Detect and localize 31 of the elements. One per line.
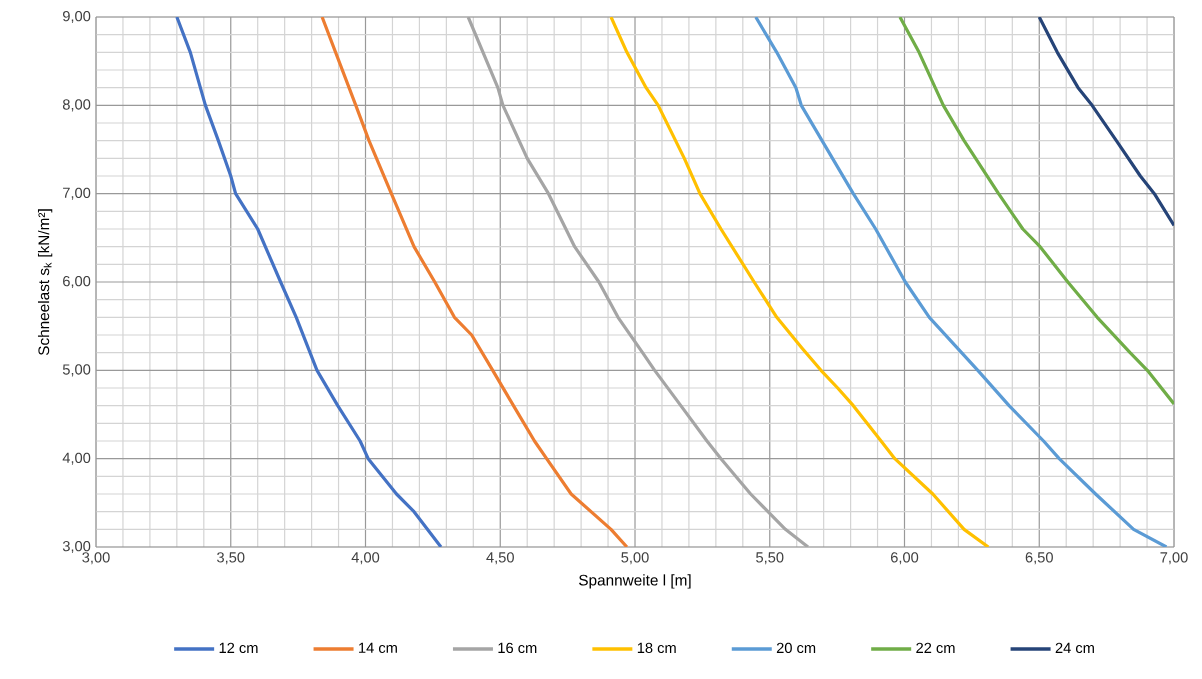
x-tick-label: 4,50 [486,552,514,565]
y-tick-label: 4,00 [62,452,91,465]
legend-label: 20 cm [776,642,816,654]
line-series [609,17,990,547]
line-series [754,17,1169,547]
legend-label: 12 cm [219,642,258,654]
x-axis-title: Spannweite l [m] [579,574,691,589]
line-series [898,17,1175,406]
y-tick-label: 5,00 [62,364,91,377]
y-tick-label: 8,00 [62,99,91,112]
line-series [320,17,629,547]
legend-label: 16 cm [498,642,537,654]
y-tick-label: 7,00 [63,187,91,200]
x-tick-label: 3,00 [82,552,110,565]
x-tick-label: 6,00 [890,552,919,565]
x-tick-label: 4,00 [351,552,380,565]
y-tick-label: 3,00 [62,540,91,554]
y-axis-title: Schneelast s$_{k}$ [kN/m²] [37,209,53,356]
legend-label: 14 cm [359,642,397,654]
x-tick-label: 5,50 [756,552,784,565]
x-tick-label: 6,50 [1025,552,1053,565]
legend-label: 18 cm [637,642,676,654]
x-tick-label: 3,50 [217,552,245,565]
line-series [175,17,443,547]
y-tick-label: 9,00 [62,10,91,24]
legend-label: 22 cm [916,642,955,654]
x-tick-label: 7,00 [1160,552,1188,565]
legend-label: 24 cm [1055,642,1094,654]
line-series [1037,17,1175,228]
x-tick-label: 5,00 [621,552,649,565]
y-tick-label: 6,00 [63,275,91,289]
